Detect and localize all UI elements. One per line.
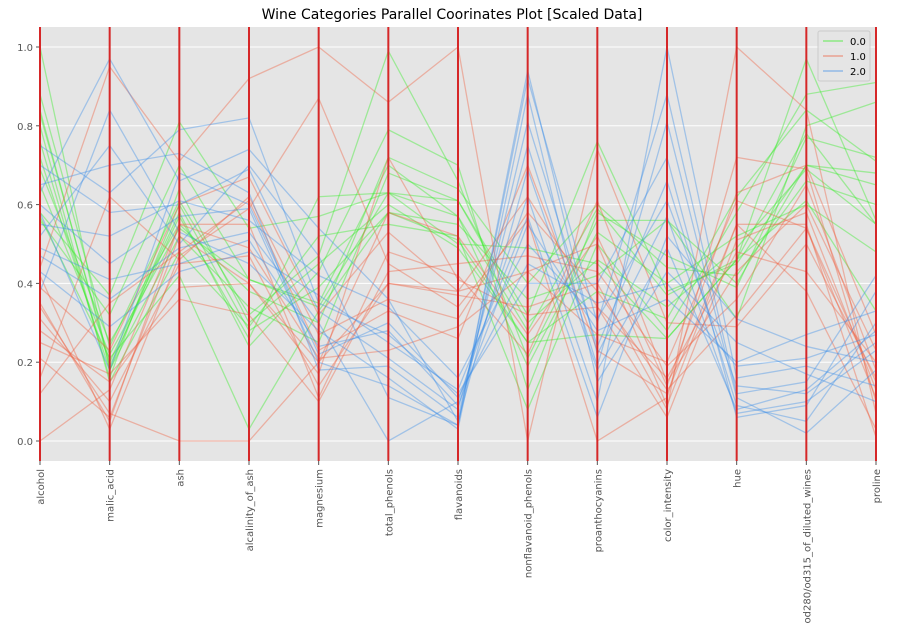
y-tick-label: 0.8 xyxy=(17,122,33,133)
y-tick-label: 0.4 xyxy=(17,279,33,290)
x-tick-label: nonflavanoid_phenols xyxy=(524,469,535,578)
chart-title: Wine Categories Parallel Coorinates Plot… xyxy=(261,7,643,23)
y-tick-label: 1.0 xyxy=(17,43,33,54)
x-tick-label: magnesium xyxy=(315,469,326,528)
x-tick-label: malic_acid xyxy=(106,469,117,522)
x-tick-label: proanthocyanins xyxy=(593,469,604,552)
x-tick-label: flavanoids xyxy=(454,469,465,520)
x-tick-label: od280/od315_of_diluted_wines xyxy=(802,469,813,623)
x-tick-label: alcalinity_of_ash xyxy=(245,469,256,551)
y-tick-label: 0.0 xyxy=(17,437,33,448)
legend-label: 1.0 xyxy=(850,52,866,63)
x-tick-label: proline xyxy=(872,469,883,503)
y-tick-label: 0.6 xyxy=(17,201,33,212)
x-tick-label: ash xyxy=(175,469,186,487)
y-tick-label: 0.2 xyxy=(17,358,33,369)
legend-label: 0.0 xyxy=(850,37,866,48)
legend-label: 2.0 xyxy=(850,67,866,78)
x-tick-label: hue xyxy=(733,469,744,488)
legend xyxy=(817,30,871,82)
x-tick-label: alcohol xyxy=(36,469,47,505)
x-tick-label: total_phenols xyxy=(384,469,395,536)
x-tick-label: color_intensity xyxy=(663,469,674,542)
